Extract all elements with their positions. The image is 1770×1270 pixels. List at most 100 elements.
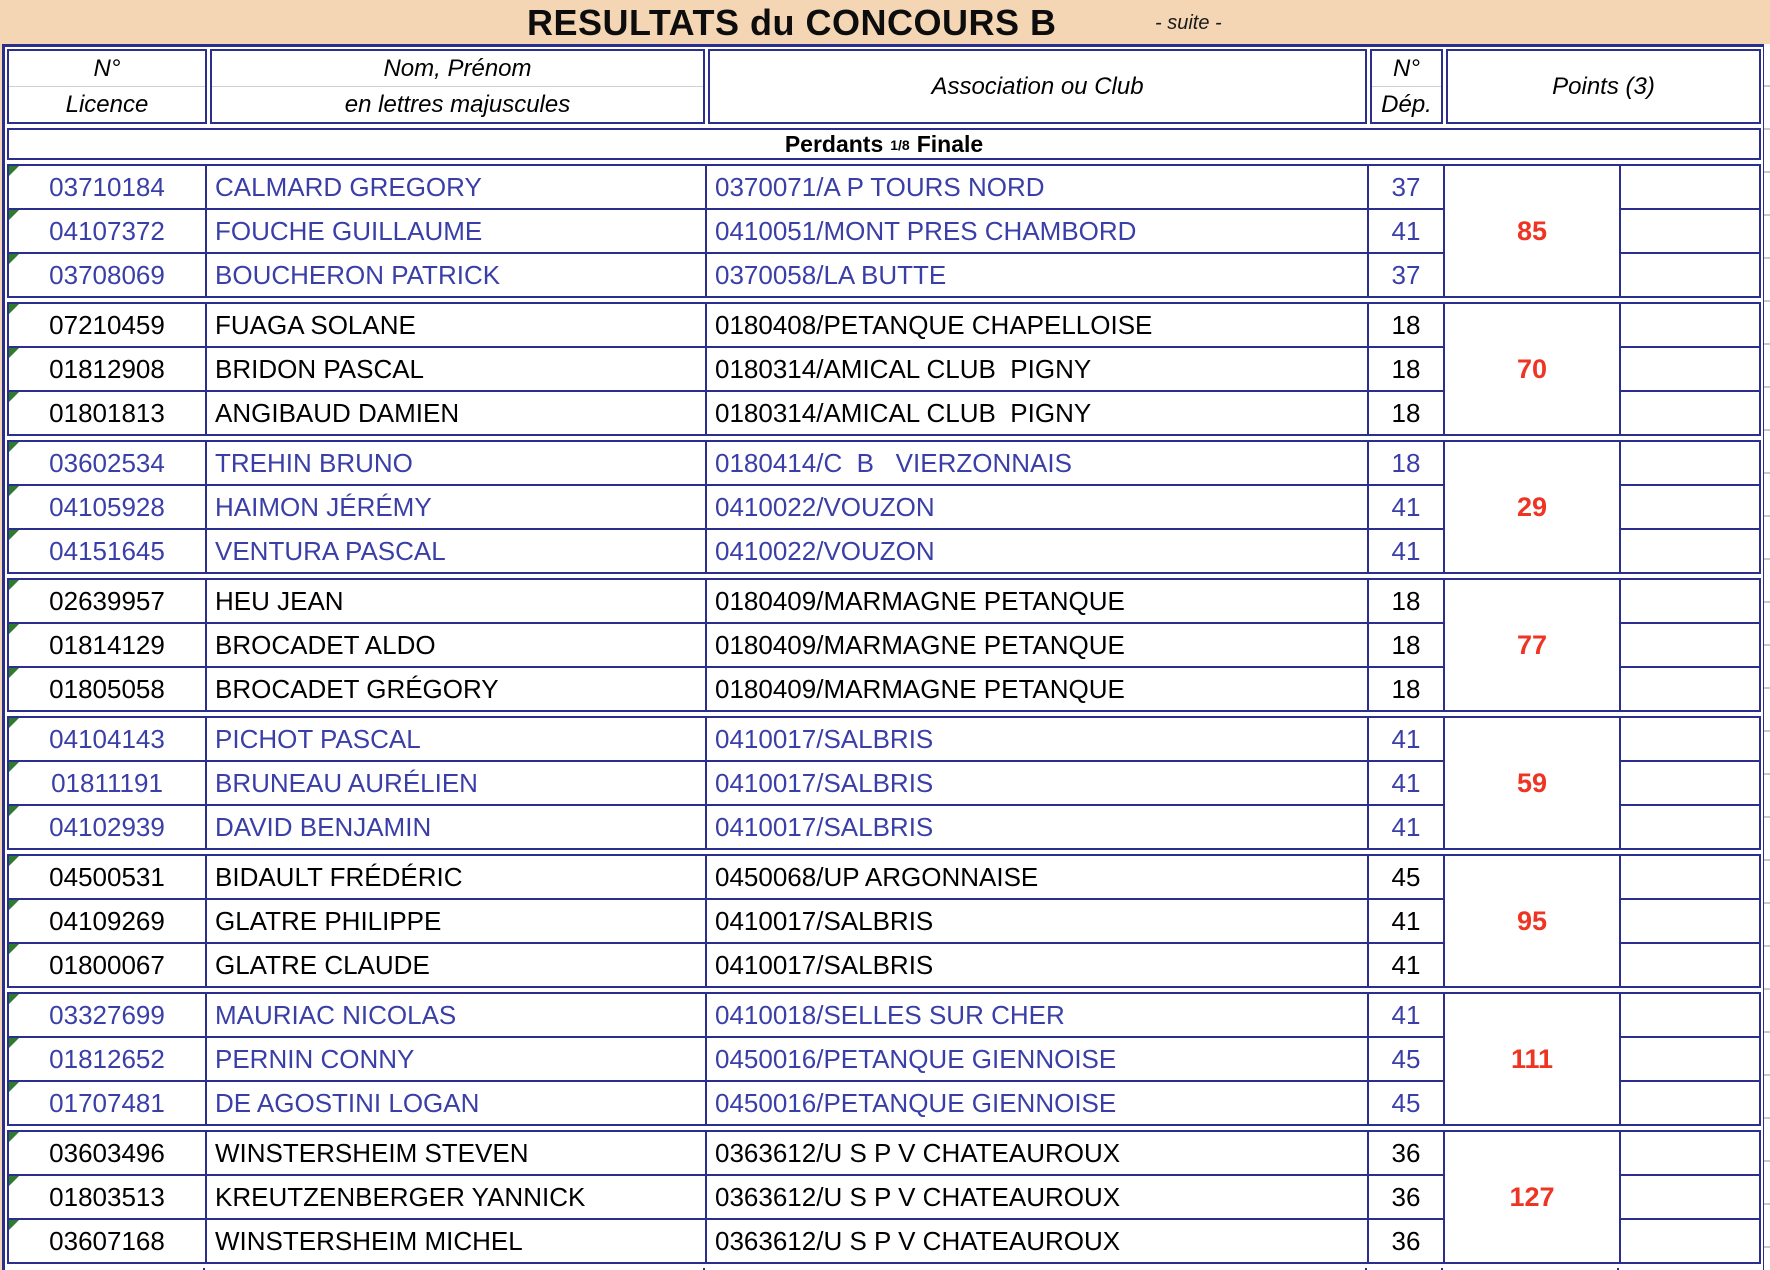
team-group: 03710184 04107372 03708069 CALMARD GREGORY F… <box>7 164 1761 298</box>
dep-cell: 41 <box>1369 486 1443 530</box>
dep-cell: 41 <box>1369 994 1443 1038</box>
empty-cell <box>1621 210 1759 254</box>
header-name: Nom, Prénom en lettres majuscules <box>210 49 705 124</box>
points-cell: 59 <box>1445 718 1621 848</box>
cell-flag-icon <box>9 1132 19 1142</box>
name-cell: HAIMON JÉRÉMY <box>207 486 705 530</box>
dep-cell: 18 <box>1369 348 1443 392</box>
table-column: HEU JEAN BROCADET ALDO BROCADET GRÉGORY <box>207 580 707 710</box>
licence-value: 01812652 <box>49 1043 165 1074</box>
club-cell: 0410018/SELLES SUR CHER <box>707 994 1367 1038</box>
empty-licence-cell <box>7 1268 205 1270</box>
licence-value: 01800067 <box>49 949 165 980</box>
name-value: BRIDON PASCAL <box>215 353 425 384</box>
table-column <box>1621 166 1759 296</box>
club-value: 0363612/U S P V CHATEAUROUX <box>715 1137 1121 1168</box>
empty-cell <box>1621 530 1759 572</box>
licence-cell: 04105928 <box>9 486 205 530</box>
table-column <box>1621 856 1759 986</box>
dep-value: 36 <box>1391 1137 1421 1168</box>
section-prefix: Perdants <box>784 130 884 157</box>
licence-value: 03708069 <box>49 259 165 290</box>
licence-cell: 04107372 <box>9 210 205 254</box>
name-value: WINSTERSHEIM MICHEL <box>215 1225 523 1256</box>
club-value: 0450068/UP ARGONNAISE <box>715 861 1039 892</box>
licence-value: 01803513 <box>49 1181 165 1212</box>
table-column: MAURIAC NICOLAS PERNIN CONNY DE AGOSTINI L… <box>207 994 707 1124</box>
name-value: GLATRE CLAUDE <box>215 949 430 980</box>
empty-cell <box>1621 392 1759 434</box>
dep-cell: 18 <box>1369 580 1443 624</box>
licence-value: 04102939 <box>49 811 165 842</box>
empty-cell <box>1621 1176 1759 1220</box>
licence-cell: 03603496 <box>9 1132 205 1176</box>
name-cell: WINSTERSHEIM STEVEN <box>207 1132 705 1176</box>
header-name-top: Nom, Prénom <box>383 54 532 82</box>
dep-cell: 37 <box>1369 254 1443 296</box>
sheet-gridlines <box>1764 44 1770 1270</box>
cell-flag-icon <box>9 304 19 314</box>
empty-cell <box>1621 254 1759 296</box>
licence-cell: 04102939 <box>9 806 205 848</box>
cell-flag-icon <box>9 210 19 220</box>
partial-next-row <box>7 1268 1761 1270</box>
name-cell: BROCADET ALDO <box>207 624 705 668</box>
empty-name-cell <box>205 1268 705 1270</box>
name-value: PERNIN CONNY <box>215 1043 415 1074</box>
name-value: DE AGOSTINI LOGAN <box>215 1087 480 1118</box>
cell-flag-icon <box>9 944 19 954</box>
club-cell: 0450068/UP ARGONNAISE <box>707 856 1367 900</box>
licence-value: 07210459 <box>49 309 165 340</box>
club-value: 0410017/SALBRIS <box>715 723 934 754</box>
team-groups: 03710184 04107372 03708069 CALMARD GREGORY F… <box>7 164 1761 1264</box>
empty-cell <box>1621 580 1759 624</box>
empty-cell <box>1621 900 1759 944</box>
points-cell: 70 <box>1445 304 1621 434</box>
cell-flag-icon <box>9 486 19 496</box>
header-licence: N° Licence <box>7 49 207 124</box>
club-cell: 0363612/U S P V CHATEAUROUX <box>707 1220 1367 1262</box>
points-cell: 77 <box>1445 580 1621 710</box>
table-column: 03602534 04105928 04151645 <box>9 442 207 572</box>
cell-flag-icon <box>9 580 19 590</box>
club-cell: 0180314/AMICAL CLUB PIGNY <box>707 392 1367 434</box>
licence-cell: 04104143 <box>9 718 205 762</box>
dep-value: 41 <box>1391 999 1421 1030</box>
club-cell: 0410051/MONT PRES CHAMBORD <box>707 210 1367 254</box>
team-group: 02639957 01814129 01805058 HEU JEAN BROCADET… <box>7 578 1761 712</box>
header-club-label: Association ou Club <box>931 72 1144 100</box>
dep-value: 41 <box>1391 215 1421 246</box>
licence-cell: 03710184 <box>9 166 205 210</box>
licence-value: 02639957 <box>49 585 165 616</box>
empty-cell <box>1621 668 1759 710</box>
table-column: 37 41 37 <box>1369 166 1445 296</box>
dep-cell: 41 <box>1369 718 1443 762</box>
table-column: 04500531 04109269 01800067 <box>9 856 207 986</box>
empty-cell <box>1621 1220 1759 1262</box>
licence-cell: 04109269 <box>9 900 205 944</box>
cell-flag-icon <box>9 166 19 176</box>
licence-cell: 04500531 <box>9 856 205 900</box>
club-value: 0180314/AMICAL CLUB PIGNY <box>715 353 1092 384</box>
cell-flag-icon <box>9 762 19 772</box>
header-dep-top: N° <box>1393 54 1420 82</box>
dep-cell: 41 <box>1369 944 1443 986</box>
licence-cell: 07210459 <box>9 304 205 348</box>
club-value: 0363612/U S P V CHATEAUROUX <box>715 1225 1121 1256</box>
page-subtitle: - suite - <box>1155 12 1222 34</box>
empty-cell <box>1621 762 1759 806</box>
dep-value: 41 <box>1391 811 1421 842</box>
table-column: 04104143 01811191 04102939 <box>9 718 207 848</box>
cell-flag-icon <box>9 392 19 402</box>
empty-cell <box>1621 486 1759 530</box>
cell-flag-icon <box>9 994 19 1004</box>
licence-cell: 01803513 <box>9 1176 205 1220</box>
licence-cell: 01805058 <box>9 668 205 710</box>
licence-cell: 01811191 <box>9 762 205 806</box>
dep-cell: 36 <box>1369 1132 1443 1176</box>
licence-value: 01811191 <box>51 767 163 798</box>
club-value: 0410017/SALBRIS <box>715 767 934 798</box>
name-cell: GLATRE CLAUDE <box>207 944 705 986</box>
name-value: GLATRE PHILIPPE <box>215 905 442 936</box>
cell-flag-icon <box>9 668 19 678</box>
